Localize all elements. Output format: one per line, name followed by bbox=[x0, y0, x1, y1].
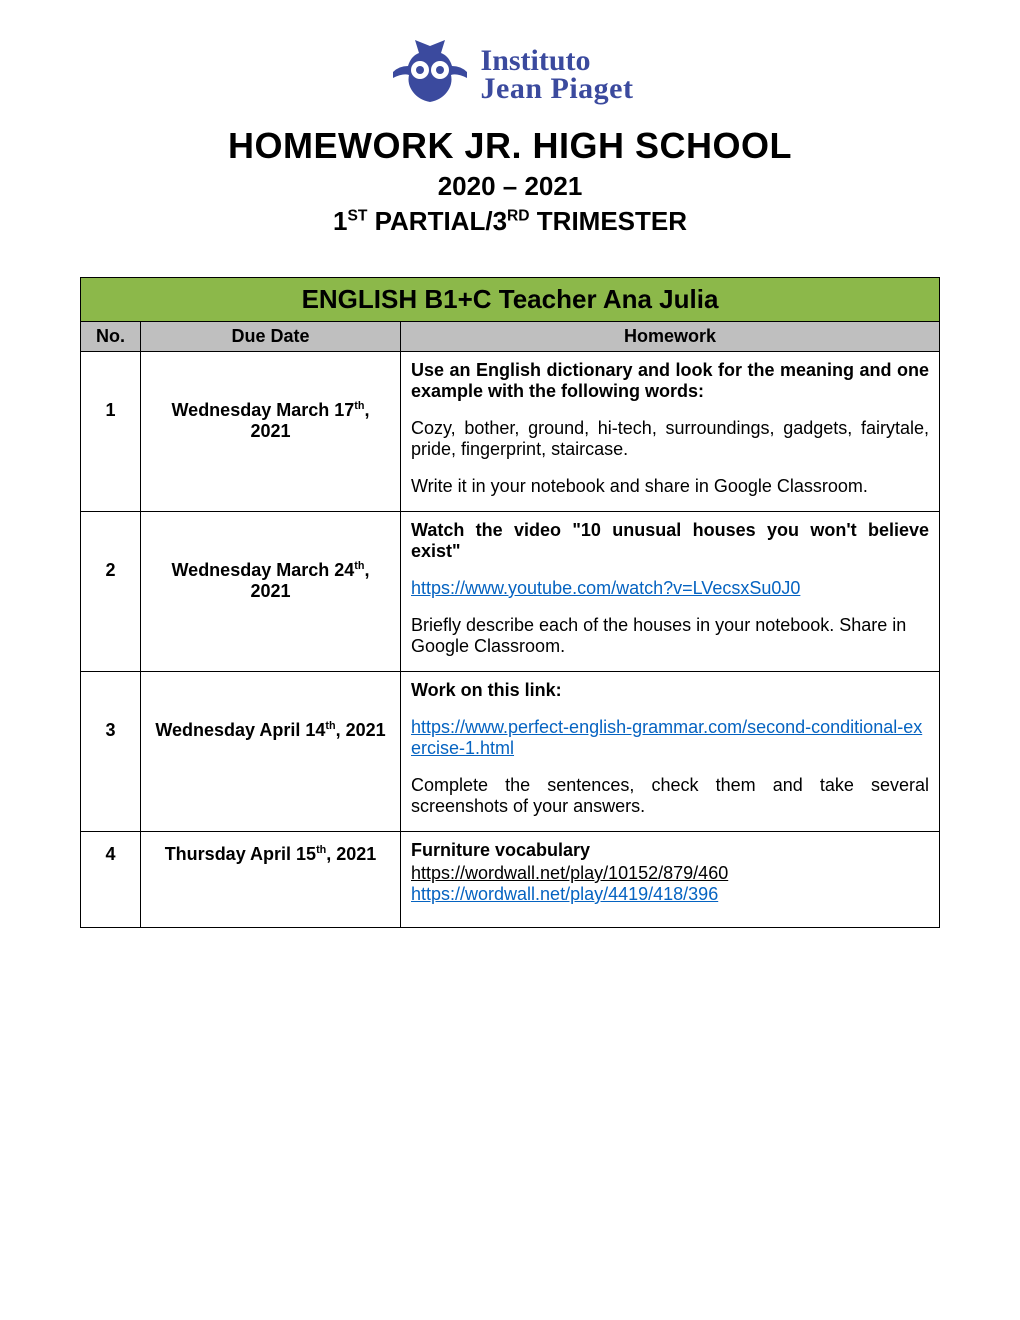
page-partial: 1ST PARTIAL/3RD TRIMESTER bbox=[80, 206, 940, 237]
page-title: HOMEWORK JR. HIGH SCHOOL bbox=[80, 125, 940, 167]
col-date: Due Date bbox=[141, 322, 401, 352]
hw-note: Briefly describe each of the houses in y… bbox=[411, 615, 929, 657]
subject-row: ENGLISH B1+C Teacher Ana Julia bbox=[81, 278, 940, 322]
logo-text: Instituto Jean Piaget bbox=[481, 47, 634, 104]
date-prefix: Wednesday March 24 bbox=[172, 560, 355, 580]
table-row: 3 Wednesday April 14th, 2021 Work on thi… bbox=[81, 672, 940, 832]
page-year: 2020 – 2021 bbox=[80, 171, 940, 202]
partial-prefix: 1 bbox=[333, 206, 347, 236]
date-prefix: Wednesday March 17 bbox=[172, 400, 355, 420]
row-date: Wednesday March 24th, 2021 bbox=[141, 512, 401, 672]
logo-line2: Jean Piaget bbox=[481, 75, 634, 104]
table-row: 1 Wednesday March 17th, 2021 Use an Engl… bbox=[81, 352, 940, 512]
date-sup: th bbox=[354, 400, 364, 412]
date-suffix: , 2021 bbox=[336, 720, 386, 740]
row-homework: Work on this link: https://www.perfect-e… bbox=[401, 672, 940, 832]
table-row: 4 Thursday April 15th, 2021 Furniture vo… bbox=[81, 832, 940, 928]
hw-link[interactable]: https://wordwall.net/play/10152/879/460 bbox=[411, 863, 728, 883]
row-date: Wednesday April 14th, 2021 bbox=[141, 672, 401, 832]
hw-note: Complete the sentences, check them and t… bbox=[411, 775, 929, 817]
hw-note: Write it in your notebook and share in G… bbox=[411, 476, 929, 497]
partial-sup1: ST bbox=[347, 207, 367, 224]
date-sup: th bbox=[325, 720, 335, 732]
hw-link[interactable]: https://www.perfect-english-grammar.com/… bbox=[411, 717, 922, 758]
hw-instruction: Furniture vocabulary bbox=[411, 840, 590, 860]
col-hw: Homework bbox=[401, 322, 940, 352]
row-date: Thursday April 15th, 2021 bbox=[141, 832, 401, 928]
logo-line1: Instituto bbox=[481, 47, 634, 76]
logo: Instituto Jean Piaget bbox=[387, 40, 634, 110]
hw-instruction: Use an English dictionary and look for t… bbox=[411, 360, 929, 401]
date-suffix: , 2021 bbox=[326, 844, 376, 864]
date-prefix: Thursday April 15 bbox=[165, 844, 316, 864]
row-homework: Use an English dictionary and look for t… bbox=[401, 352, 940, 512]
row-no: 2 bbox=[81, 512, 141, 672]
subject-header: ENGLISH B1+C Teacher Ana Julia bbox=[81, 278, 940, 322]
partial-sup2: RD bbox=[507, 207, 530, 224]
col-no: No. bbox=[81, 322, 141, 352]
row-no: 1 bbox=[81, 352, 141, 512]
row-no: 3 bbox=[81, 672, 141, 832]
column-header-row: No. Due Date Homework bbox=[81, 322, 940, 352]
partial-suffix: TRIMESTER bbox=[530, 206, 687, 236]
owl-icon bbox=[387, 40, 473, 110]
hw-link[interactable]: https://wordwall.net/play/4419/418/396 bbox=[411, 884, 718, 904]
partial-mid: PARTIAL/3 bbox=[367, 206, 507, 236]
hw-link[interactable]: https://www.youtube.com/watch?v=LVecsxSu… bbox=[411, 578, 800, 598]
table-row: 2 Wednesday March 24th, 2021 Watch the v… bbox=[81, 512, 940, 672]
row-date: Wednesday March 17th, 2021 bbox=[141, 352, 401, 512]
logo-block: Instituto Jean Piaget bbox=[80, 40, 940, 115]
hw-words: Cozy, bother, ground, hi-tech, surroundi… bbox=[411, 418, 929, 460]
homework-table: ENGLISH B1+C Teacher Ana Julia No. Due D… bbox=[80, 277, 940, 928]
date-prefix: Wednesday April 14 bbox=[155, 720, 325, 740]
row-homework: Watch the video "10 unusual houses you w… bbox=[401, 512, 940, 672]
date-sup: th bbox=[316, 844, 326, 856]
hw-instruction: Watch the video "10 unusual houses you w… bbox=[411, 520, 929, 561]
date-sup: th bbox=[354, 560, 364, 572]
hw-instruction: Work on this link: bbox=[411, 680, 562, 700]
row-homework: Furniture vocabulary https://wordwall.ne… bbox=[401, 832, 940, 928]
row-no: 4 bbox=[81, 832, 141, 928]
